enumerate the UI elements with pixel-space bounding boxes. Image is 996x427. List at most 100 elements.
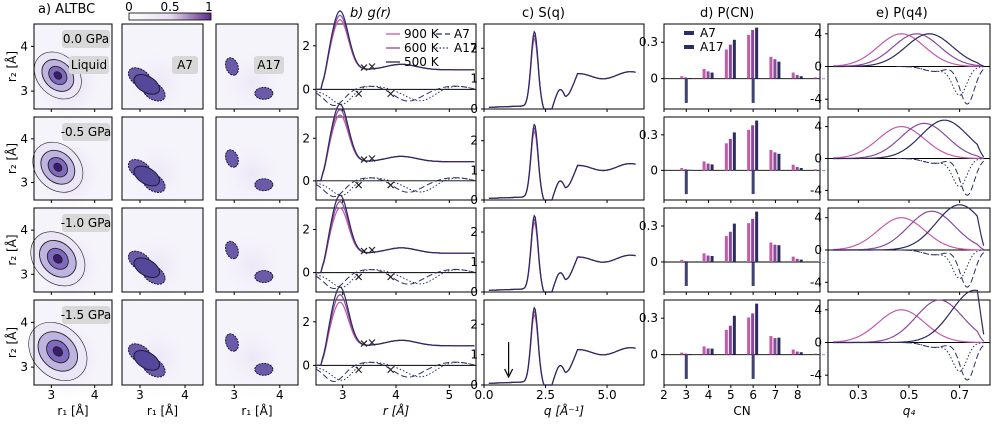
gr-x-marker <box>360 156 368 163</box>
sq-line-t600 <box>488 217 636 293</box>
pcn-bar <box>799 76 803 79</box>
crystal-blob-1 <box>254 270 274 284</box>
pq4-line-t900 <box>833 309 984 344</box>
altbc-frame <box>121 116 204 201</box>
gr-line-t600 <box>316 293 475 366</box>
pcn-bar <box>818 354 821 355</box>
pcn-bar <box>684 169 688 171</box>
sq-line-t600 <box>488 34 636 110</box>
pcn-bar <box>769 150 773 171</box>
altbc-xtick-label: 4 <box>181 388 189 402</box>
pcn-bar <box>755 303 759 355</box>
panel-title-d: d) P(CN) <box>700 6 754 21</box>
pcn-legend-label-0: A7 <box>700 26 716 40</box>
pressure-label: -0.5 GPa <box>61 125 112 139</box>
pq4-crystal-A17 <box>896 342 984 372</box>
pcn-bar <box>710 164 714 171</box>
pcn-bar <box>791 164 795 171</box>
pcn-bar <box>822 170 825 171</box>
structure-badge <box>69 56 109 74</box>
pcn-frame <box>663 299 821 386</box>
pcn-crystal-bar-A17 <box>751 262 755 286</box>
altbc-xtick-label: 4 <box>276 388 284 402</box>
pcn-bar <box>814 169 817 171</box>
altbc-xtick-label: 3 <box>48 388 56 402</box>
altbc-panel-0: 4 3r₂ [Å] -1.0 GPa <box>4 207 113 312</box>
structure-badge <box>254 56 284 74</box>
pq4-line-t500 <box>833 119 985 160</box>
pcn-xtick-label: 8 <box>794 388 802 402</box>
pcn-frame <box>663 116 821 201</box>
pq4-ytick-label: 0 <box>814 60 822 74</box>
crystal-blob-mid <box>133 165 161 187</box>
crystal-blob-0 <box>225 333 239 352</box>
crystal-blob-0 <box>225 149 239 168</box>
pcn-bar <box>814 77 817 79</box>
pcn-bar <box>822 354 825 356</box>
pcn-panel: 00.3 <box>639 207 825 295</box>
pcn-bar <box>799 259 803 262</box>
pcn-frame <box>663 207 821 293</box>
pq4-xtick-label: 0.3 <box>849 388 868 402</box>
sq-ytick-label: 1 <box>470 163 478 177</box>
gr-x-marker <box>368 339 376 346</box>
gr-x-marker <box>387 181 395 189</box>
altbc-panel-2 <box>207 207 299 312</box>
pressure-label: 0.0 GPa <box>63 32 109 46</box>
gr-line-t500 <box>316 103 475 182</box>
pq4-ytick-label: -4 <box>810 368 822 382</box>
pq4-line-t600 <box>833 299 985 344</box>
pcn-bar <box>688 169 692 171</box>
pcn-crystal-bar-A17 <box>751 354 755 379</box>
crystal-blob-mid <box>133 74 161 95</box>
pq4-line-t900 <box>833 217 984 251</box>
sq-ytick-label: 1 <box>470 255 478 269</box>
crystal-blob-1 <box>254 362 274 376</box>
altbc-ylabel: r₂ [Å] <box>4 143 19 174</box>
pcn-bar <box>795 166 799 171</box>
pq4-crystal-A7 <box>896 158 985 196</box>
altbc-ytick-label: 3 <box>20 267 28 281</box>
altbc-xtick-label: 3 <box>230 388 238 402</box>
pcn-bar <box>680 352 684 355</box>
pcn-bar <box>799 167 803 171</box>
pcn-crystal-bar-A7 <box>684 78 688 103</box>
kde-contour-3 <box>53 162 63 172</box>
altbc-frame <box>121 207 204 293</box>
altbc-panel-1 <box>113 299 204 405</box>
pcn-bar <box>732 132 736 171</box>
gr-legend-label-0: 900 K <box>404 27 440 41</box>
pcn-bar <box>710 348 714 355</box>
altbc-frame <box>215 23 299 110</box>
pcn-bar <box>724 329 728 355</box>
altbc-ylabel: r₂ [Å] <box>4 327 19 358</box>
altbc-haze <box>207 128 298 220</box>
pcn-bar <box>684 77 688 79</box>
sq-xtick-label: 0.0 <box>474 388 493 402</box>
pcn-bar <box>688 78 692 79</box>
pcn-bar <box>773 59 777 79</box>
gr-line-t500 <box>316 194 475 274</box>
sq-line-t500 <box>488 214 636 293</box>
pq4-ytick-label: 4 <box>814 120 822 134</box>
gr-legend-label-3: A7 <box>454 27 470 41</box>
pcn-bar <box>791 349 795 355</box>
sq-line-t900 <box>488 221 636 293</box>
gr-x-marker <box>387 273 395 281</box>
pcn-panel: 00.3 <box>639 299 825 388</box>
gr-dashed-line <box>315 268 475 290</box>
pcn-bar <box>732 39 736 79</box>
gr-legend-label-4: A17 <box>454 41 477 55</box>
pressure-badge <box>62 123 110 141</box>
pq4-panel: -4 0 4 <box>810 289 991 388</box>
pcn-bar <box>728 231 732 262</box>
pcn-bar <box>688 261 692 262</box>
pcn-bar <box>706 163 710 171</box>
altbc-frame <box>33 299 113 386</box>
pcn-bar <box>680 168 684 171</box>
sq-panel: 0 1 2 <box>470 116 645 207</box>
altbc-frame <box>33 207 113 293</box>
altbc-frame <box>215 207 299 293</box>
pcn-crystal-bar-A17 <box>751 78 755 103</box>
